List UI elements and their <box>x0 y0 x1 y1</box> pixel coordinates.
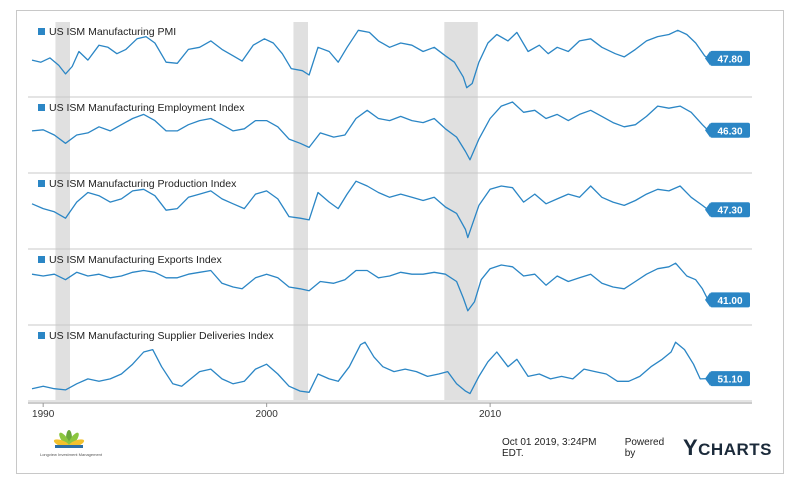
value-label-1: 46.30 <box>717 126 742 137</box>
footer-powered-by: Powered by <box>624 437 665 459</box>
recession-band-1 <box>293 22 308 400</box>
x-tick-label-0: 1990 <box>32 409 55 420</box>
series-line-1 <box>31 101 709 161</box>
panel-title-2: US ISM Manufacturing Production Index <box>49 178 237 190</box>
value-label-0: 47.80 <box>717 54 742 65</box>
series-line-3 <box>31 262 709 312</box>
legend-marker-3 <box>38 256 45 263</box>
x-tick-label-2: 2010 <box>479 409 502 420</box>
legend-marker-1 <box>38 104 45 111</box>
legend-marker-4 <box>38 332 45 339</box>
x-tick-label-1: 2000 <box>256 409 279 420</box>
panel-title-0: US ISM Manufacturing PMI <box>49 26 176 38</box>
ycharts-y: Y <box>682 435 699 460</box>
series-line-0 <box>31 29 709 89</box>
leaf-fan-logo-icon: Longview Investment Management <box>40 430 103 457</box>
value-label-box-2 <box>710 202 750 218</box>
panel-title-4: US ISM Manufacturing Supplier Deliveries… <box>49 330 274 342</box>
recession-band-0 <box>55 22 70 400</box>
panel-title-3: US ISM Manufacturing Exports Index <box>49 254 222 266</box>
value-label-4: 51.10 <box>717 375 742 386</box>
value-label-box-1 <box>710 122 750 138</box>
ycharts-rest: CHARTS <box>698 440 772 459</box>
recession-band-2 <box>444 22 478 400</box>
chart-frame <box>16 10 784 474</box>
value-label-pointer-0 <box>705 51 710 66</box>
value-label-3: 41.00 <box>717 296 742 307</box>
logo-caption: Longview Investment Management <box>40 452 103 457</box>
value-label-box-3 <box>710 292 750 308</box>
ycharts-logo: YCHARTS <box>683 435 772 461</box>
value-label-box-4 <box>710 371 750 387</box>
series-line-2 <box>31 180 709 239</box>
footer: Oct 01 2019, 3:24PM EDT. Powered by YCHA… <box>502 435 772 461</box>
panel-title-1: US ISM Manufacturing Employment Index <box>49 102 245 114</box>
value-label-2: 47.30 <box>717 206 742 217</box>
footer-timestamp: Oct 01 2019, 3:24PM EDT. <box>502 437 597 459</box>
value-label-box-0 <box>710 50 750 66</box>
legend-marker-2 <box>38 180 45 187</box>
value-label-pointer-3 <box>705 292 710 307</box>
legend-marker-0 <box>38 28 45 35</box>
value-label-pointer-4 <box>705 371 710 386</box>
value-label-pointer-1 <box>705 123 710 138</box>
series-line-4 <box>31 341 709 395</box>
value-label-pointer-2 <box>705 202 710 217</box>
